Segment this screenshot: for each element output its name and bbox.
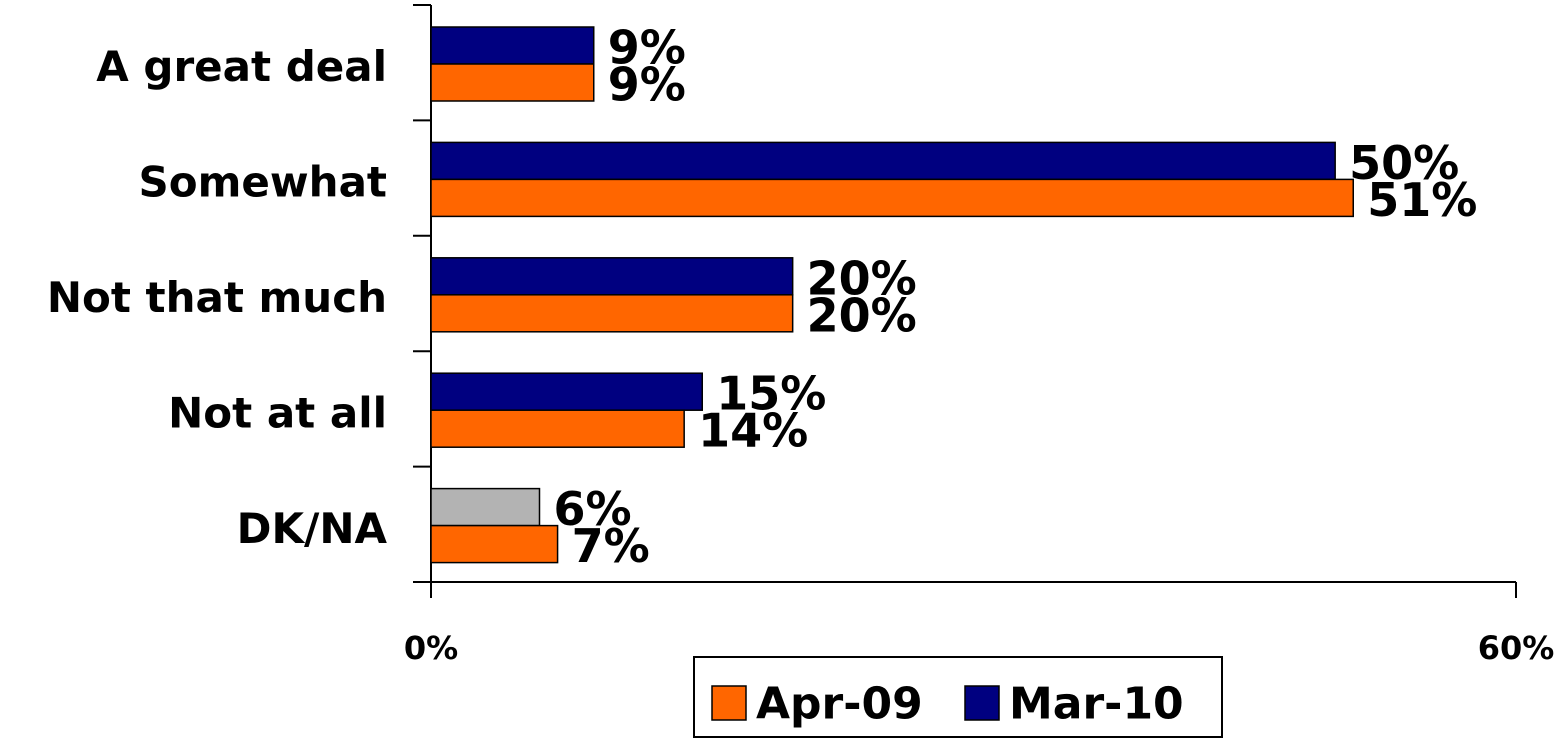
value-label: 7% bbox=[572, 519, 650, 573]
value-label: 20% bbox=[807, 251, 917, 305]
bar bbox=[430, 524, 559, 564]
bar bbox=[430, 487, 541, 527]
bar bbox=[430, 409, 685, 448]
bar bbox=[430, 141, 1336, 181]
bar bbox=[430, 294, 794, 333]
x-tick-label: 60% bbox=[1478, 629, 1555, 667]
legend-swatch bbox=[964, 685, 1000, 721]
value-label: 9% bbox=[608, 21, 686, 75]
value-label: 6% bbox=[554, 482, 632, 536]
value-label: 20% bbox=[807, 288, 917, 342]
value-label: 15% bbox=[716, 367, 826, 421]
bar bbox=[430, 178, 1354, 218]
value-label: 51% bbox=[1367, 173, 1477, 227]
value-label: 9% bbox=[608, 58, 686, 112]
bar bbox=[430, 372, 703, 411]
legend-label: Apr-09 bbox=[756, 679, 923, 730]
category-label: A great deal bbox=[96, 42, 387, 91]
bar bbox=[430, 63, 595, 102]
legend-box bbox=[693, 656, 1223, 738]
category-label: Not at all bbox=[168, 388, 387, 437]
x-tick-label: 0% bbox=[404, 629, 458, 667]
value-label: 50% bbox=[1349, 136, 1459, 190]
category-label: Not that much bbox=[47, 273, 387, 322]
bar bbox=[430, 257, 794, 296]
value-label: 14% bbox=[698, 404, 808, 458]
legend-label: Mar-10 bbox=[1009, 679, 1184, 730]
category-label: DK/NA bbox=[237, 504, 388, 553]
legend-swatch bbox=[711, 685, 747, 721]
bar bbox=[430, 26, 595, 65]
category-label: Somewhat bbox=[139, 158, 387, 207]
